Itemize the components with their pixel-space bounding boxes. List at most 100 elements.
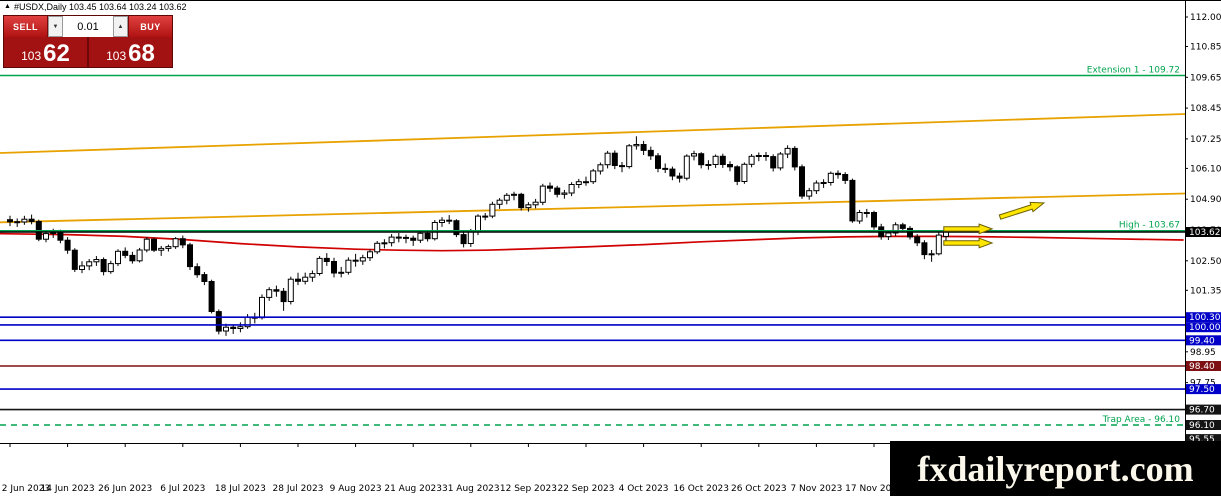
buy-price-pips: 68 [128,39,155,67]
candle-body [496,199,503,205]
candle-body [784,147,791,155]
candle-body [309,273,316,278]
one-click-trading-prices: 103 62 103 68 [4,37,172,67]
candle-body [813,182,820,192]
volume-input[interactable]: 0.01 [63,16,113,37]
price-axis-label: 107.25 [1190,135,1221,145]
candle-body [71,249,78,270]
projection-arrow-up[interactable] [998,201,1046,220]
candle-body [892,224,899,234]
candle-body [503,194,510,201]
candle-body [86,261,93,267]
price-axis-label: 98.95 [1190,348,1216,358]
candle-body [230,326,237,330]
candle-body [921,242,928,256]
date-axis-label: 21 Aug 2023 [384,484,442,494]
candle-body [122,250,129,256]
breakout-arrow-upper[interactable] [943,223,994,235]
price-axis-label: 102.50 [1190,257,1221,267]
candle-body [518,193,525,209]
candle-body [755,155,762,157]
candle-body [266,289,273,298]
candle-body [849,179,856,222]
candle-body [871,212,877,228]
candle-body [806,190,813,197]
candle-body [388,236,395,244]
candle-body [835,172,841,176]
date-axis-label: 16 Oct 2023 [673,484,729,494]
candle-body [453,220,460,236]
candle-body [424,232,431,240]
price-axis-label: 104.90 [1190,195,1221,205]
triangle-up-icon: ▲ [117,23,124,30]
candle-body [489,203,496,217]
candle-body [345,259,352,273]
candle-body [590,170,597,183]
buy-price-button[interactable]: 103 68 [89,37,172,67]
candle-body [208,281,215,312]
candle-body [719,155,726,166]
date-axis-label: 22 Sep 2023 [557,484,614,494]
breakout-arrow-lower[interactable] [943,237,994,249]
price-marker-label: 95.55 [1189,435,1215,445]
candle-body [863,212,870,214]
volume-increase-button[interactable]: ▲ [113,16,128,37]
price-axis-label: 97.75 [1190,379,1216,389]
candle-body [352,259,359,262]
candle-body [395,236,402,239]
candle-body [741,163,748,183]
candle-body [482,215,489,218]
candle-body [403,236,409,239]
candle-body [748,155,755,165]
upper-channel-line[interactable] [0,113,1186,154]
price-marker-box [1186,384,1221,395]
date-axis-label: 9 Aug 2023 [330,484,382,494]
candle-body [640,144,647,151]
candle-body [691,153,697,157]
candle-body [734,166,741,182]
candle-body [597,164,604,172]
buy-button[interactable]: BUY [128,16,172,37]
price-axis-label: 101.35 [1190,286,1221,296]
candle-body [439,219,445,223]
candle-body [143,238,150,251]
candle-body [223,326,229,332]
price-marker-box [1186,404,1221,415]
candle-body [583,181,589,184]
candle-body [820,182,827,184]
candle-body [777,153,784,169]
sell-price-button[interactable]: 103 62 [4,37,87,67]
candle-body [158,247,165,251]
volume-decrease-button[interactable]: ▼ [48,16,63,37]
sell-button[interactable]: SELL [4,16,48,37]
candle-body [935,234,942,255]
candle-body [331,261,337,274]
date-axis-label: 18 Jul 2023 [215,484,266,494]
candle-body [64,239,71,251]
price-marker-label: 97.50 [1189,385,1215,395]
level-label: High - 103.67 [1119,221,1180,231]
price-marker-box [1186,361,1221,371]
candle-body [525,204,532,209]
price-marker-box [1186,227,1221,237]
date-axis-label: 2 Jun 2023 [2,484,50,494]
candle-body [928,253,935,256]
price-marker-label: 99.40 [1189,336,1215,346]
price-marker-box [1186,335,1221,346]
symbol-ohlc-text: #USDX,Daily 103.45 103.64 103.24 103.62 [13,1,187,12]
date-axis-label: 14 Jun 2023 [41,484,95,494]
price-marker-label: 96.10 [1189,421,1215,431]
candle-body [626,145,633,168]
candle-body [100,259,107,273]
candle-body [165,246,172,249]
price-marker-label: 100.00 [1189,323,1221,333]
candle-body [561,192,568,195]
candle-body [554,187,561,195]
candle-body [647,149,654,157]
candle-body [856,212,863,222]
candle-body [827,172,834,184]
candle-body [446,219,453,222]
lower-channel-line[interactable] [0,192,1186,224]
candle-body [467,231,474,244]
